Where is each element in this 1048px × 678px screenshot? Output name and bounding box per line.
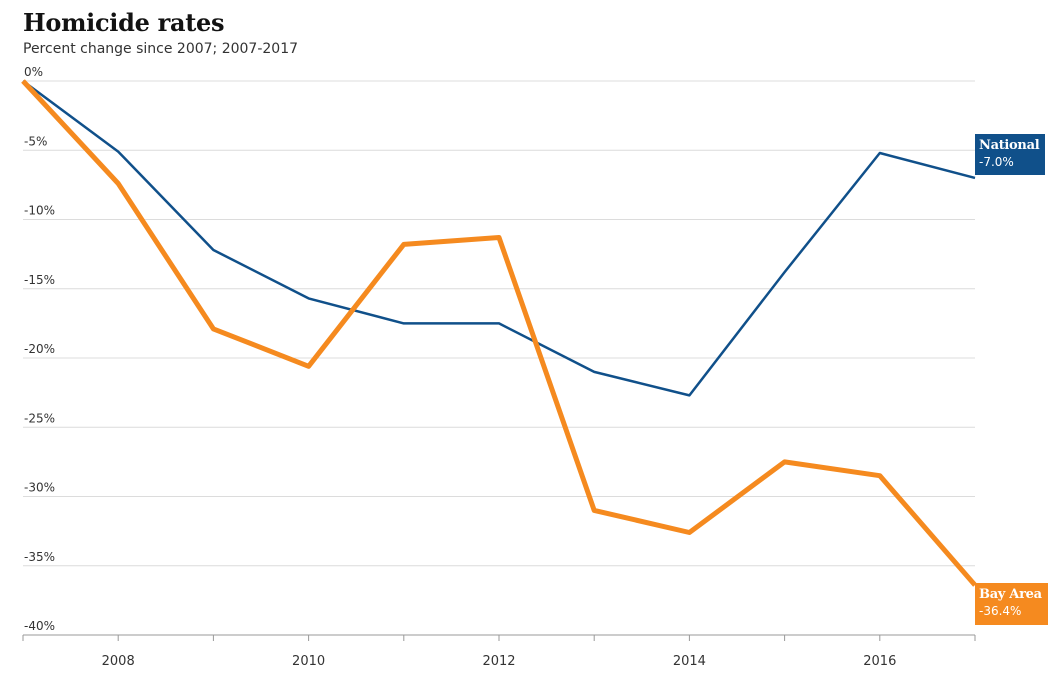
gridlines [23, 80, 975, 636]
x-axis: 2008 2010 2012 2014 2016 [22, 635, 976, 669]
chart-title: Homicide rates [23, 8, 225, 37]
y-axis-tick-labels: 0% -5% -10% -15% -20% -25% -30% -35% -40% [24, 65, 55, 633]
y-tick-label: -30% [24, 481, 55, 495]
bay-area-end-value: -36.4% [979, 604, 1022, 619]
y-tick-label: -15% [24, 273, 55, 287]
x-tick-label: 2014 [673, 654, 706, 669]
national-end-label: National -7.0% [975, 133, 1046, 176]
x-tick-label: 2008 [102, 654, 135, 669]
x-tick-label: 2012 [482, 654, 515, 669]
series-lines [21, 79, 977, 587]
y-tick-label: -25% [24, 411, 55, 425]
bay-area-series-name: Bay Area [979, 587, 1042, 603]
bay-area-end-label: Bay Area -36.4% [975, 583, 1048, 625]
bay-area-line [21, 79, 977, 587]
y-tick-label: -35% [24, 550, 55, 564]
y-tick-label: -20% [24, 342, 55, 356]
y-tick-label: -10% [24, 204, 55, 218]
national-series-name: National [979, 137, 1040, 153]
x-tick-label: 2010 [292, 654, 325, 669]
y-tick-label: 0% [24, 65, 43, 79]
x-tick-label: 2016 [863, 654, 896, 669]
y-tick-label: -40% [24, 619, 55, 633]
chart-subtitle: Percent change since 2007; 2007-2017 [23, 41, 299, 57]
y-tick-label: -5% [24, 134, 47, 148]
national-end-value: -7.0% [979, 154, 1014, 169]
national-line [22, 79, 976, 397]
